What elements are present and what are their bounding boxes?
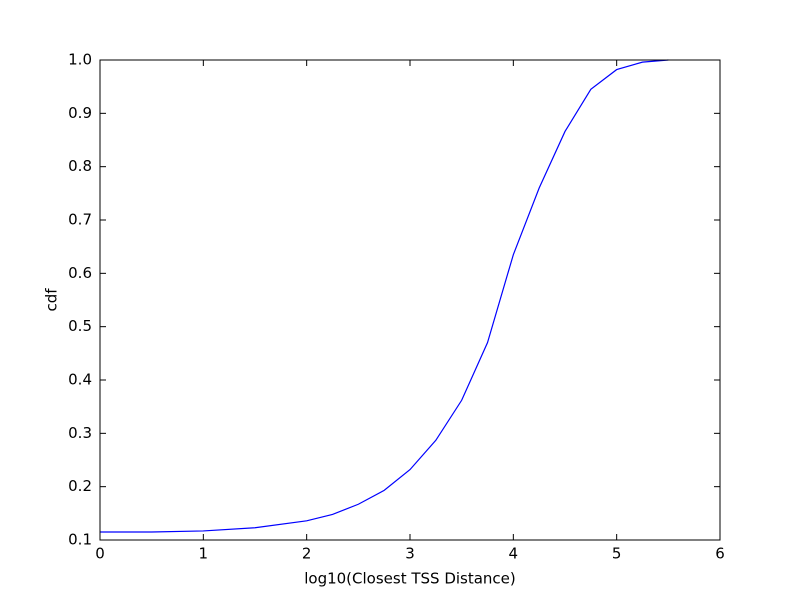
x-tick-label: 5: [612, 545, 622, 563]
x-tick-label: 0: [95, 545, 105, 563]
x-tick-label: 4: [509, 545, 519, 563]
y-tick-label: 0.6: [68, 264, 92, 282]
y-tick-label: 0.2: [68, 477, 92, 495]
y-tick-label: 0.7: [68, 211, 92, 229]
x-tick-label: 6: [715, 545, 725, 563]
y-tick-label: 0.9: [68, 104, 92, 122]
data-line: [100, 59, 669, 533]
x-tick-label: 1: [199, 545, 209, 563]
plot-frame: [99, 59, 721, 541]
y-tick-label: 0.8: [68, 157, 92, 175]
y-axis-label: cdf: [43, 288, 61, 312]
x-tick-label: 3: [405, 545, 415, 563]
y-tick-label: 0.4: [68, 371, 92, 389]
y-tick-label: 0.5: [68, 317, 92, 335]
y-tick-label: 0.3: [68, 424, 92, 442]
x-tick-label: 2: [302, 545, 312, 563]
y-tick-label: 0.1: [68, 531, 92, 549]
y-tick-label: 1.0: [68, 51, 92, 69]
x-axis-label: log10(Closest TSS Distance): [304, 570, 516, 588]
